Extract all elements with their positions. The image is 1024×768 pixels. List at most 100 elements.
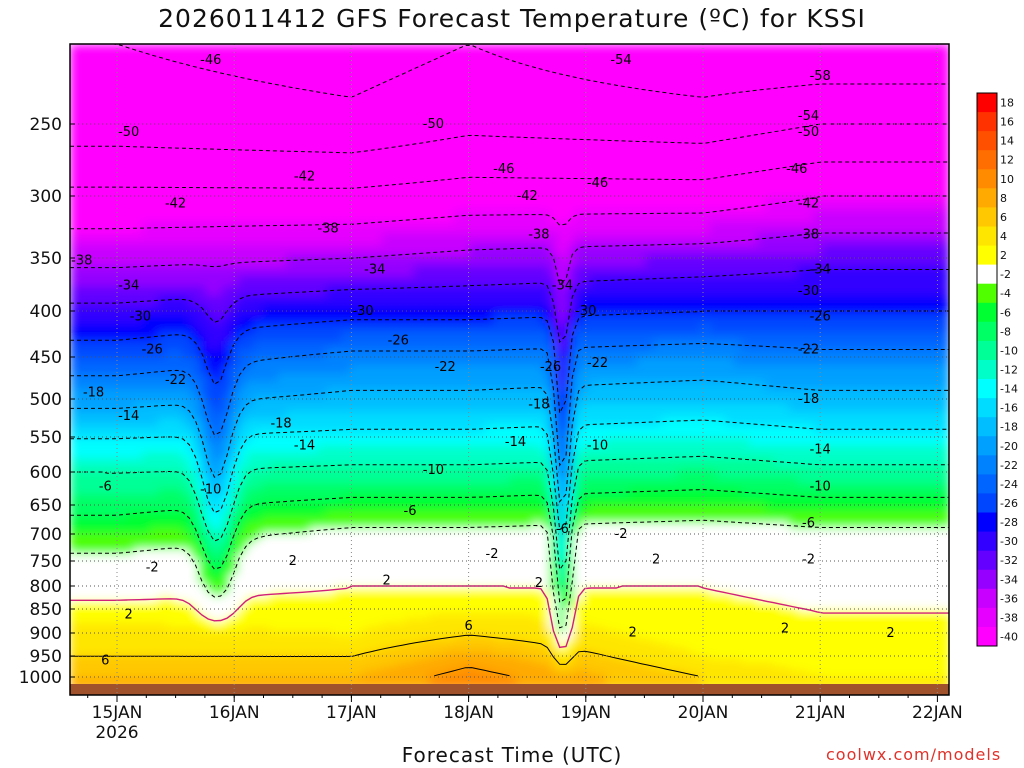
field-cell — [133, 381, 143, 390]
field-cell — [253, 132, 263, 148]
field-cell — [389, 117, 399, 134]
field-cell — [325, 276, 335, 287]
field-cell — [301, 500, 311, 508]
field-cell — [485, 647, 495, 653]
field-cell — [373, 666, 383, 672]
field-cell — [181, 655, 191, 661]
field-cell — [301, 517, 311, 524]
field-cell — [405, 568, 415, 575]
field-cell — [165, 425, 175, 434]
field-cell — [341, 314, 351, 325]
field-cell — [325, 432, 335, 440]
field-cell — [365, 173, 375, 188]
field-cell — [285, 517, 295, 524]
field-cell — [197, 596, 207, 603]
field-cell — [269, 544, 279, 551]
field-cell — [102, 411, 111, 420]
field-cell — [125, 610, 135, 616]
field-cell — [341, 470, 351, 478]
field-cell — [269, 186, 279, 200]
field-cell — [269, 596, 279, 603]
field-cell — [205, 666, 215, 672]
field-cell — [349, 494, 359, 502]
field-cell — [221, 573, 231, 580]
field-cell — [349, 464, 359, 472]
field-cell — [381, 614, 391, 620]
field-cell — [173, 559, 183, 565]
field-cell — [205, 511, 215, 519]
field-cell — [141, 365, 151, 375]
field-cell — [317, 132, 327, 148]
field-cell — [405, 647, 415, 653]
field-cell — [341, 265, 351, 278]
field-cell — [445, 506, 455, 513]
field-cell — [341, 622, 351, 629]
field-cell — [117, 610, 127, 616]
field-cell — [269, 500, 279, 508]
field-cell — [181, 340, 191, 351]
field-cell — [445, 286, 455, 297]
field-cell — [221, 244, 231, 257]
field-cell — [133, 396, 143, 405]
field-cell — [485, 73, 495, 90]
field-cell — [341, 677, 351, 683]
field-cell — [309, 554, 319, 561]
field-cell — [86, 494, 95, 502]
field-cell — [245, 222, 255, 235]
field-cell — [117, 663, 127, 668]
field-cell — [325, 222, 335, 235]
field-cell — [285, 506, 295, 513]
field-cell — [501, 639, 511, 645]
field-cell — [253, 663, 263, 668]
field-cell — [205, 587, 215, 594]
field-cell — [453, 411, 463, 420]
field-cell — [373, 233, 383, 246]
field-cell — [285, 403, 295, 413]
field-cell — [341, 635, 351, 641]
field-cell — [253, 332, 263, 342]
field-cell — [117, 592, 127, 598]
field-cell — [149, 445, 159, 453]
field-cell — [373, 639, 383, 645]
field-cell — [94, 381, 103, 390]
field-cell — [117, 578, 127, 585]
field-cell — [493, 73, 503, 90]
field-cell — [189, 528, 199, 535]
field-cell — [277, 117, 287, 134]
field-cell — [117, 666, 127, 672]
field-cell — [453, 544, 463, 551]
field-cell — [102, 659, 111, 664]
field-cell — [501, 663, 511, 668]
field-cell — [269, 265, 279, 278]
field-cell — [94, 160, 103, 175]
field-cell — [429, 596, 439, 603]
field-cell — [373, 210, 383, 224]
field-cell — [429, 477, 439, 485]
field-cell — [405, 533, 415, 540]
field-cell — [365, 601, 375, 607]
field-cell — [293, 549, 303, 556]
field-cell — [421, 605, 431, 612]
field-cell — [221, 643, 231, 649]
field-cell — [397, 635, 407, 641]
field-cell — [149, 349, 159, 359]
field-cell — [78, 470, 87, 478]
field-cell — [189, 233, 199, 246]
field-cell — [429, 103, 439, 119]
field-cell — [229, 614, 239, 620]
field-cell — [501, 670, 511, 676]
field-cell — [277, 88, 287, 105]
field-cell — [125, 489, 135, 496]
field-cell — [301, 210, 311, 224]
field-cell — [461, 663, 471, 668]
field-cell — [117, 340, 127, 351]
field-cell — [189, 655, 199, 661]
field-cell — [261, 511, 271, 519]
field-cell — [317, 276, 327, 287]
field-cell — [413, 528, 423, 535]
field-cell — [341, 559, 351, 565]
field-cell — [269, 489, 279, 496]
field-cell — [213, 596, 223, 603]
field-cell — [429, 340, 439, 351]
field-cell — [317, 592, 327, 598]
